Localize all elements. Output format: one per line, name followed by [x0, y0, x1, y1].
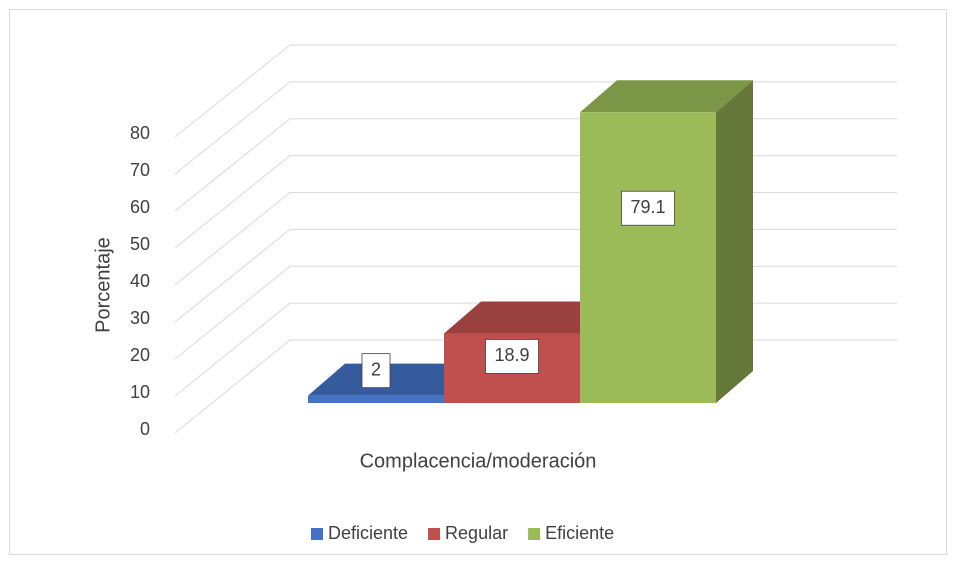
grid-line: [174, 192, 291, 286]
bar-top: [580, 80, 753, 113]
data-label: 79.1: [630, 197, 665, 217]
grid-line: [174, 228, 291, 323]
data-label-box: [485, 339, 539, 374]
legend-swatch: [428, 528, 441, 540]
legend-label: Eficiente: [545, 523, 614, 543]
y-tick-label: 30: [130, 308, 150, 328]
y-axis-title: Porcentaje: [92, 237, 114, 333]
data-label-box: [621, 190, 675, 226]
grid-line: [174, 339, 291, 434]
y-tick-label: 0: [140, 419, 150, 439]
y-tick-label: 70: [130, 160, 150, 180]
bar: [308, 395, 444, 403]
bar-side: [716, 80, 753, 404]
grid-line: [174, 302, 291, 397]
chart-border: [9, 9, 947, 555]
data-label-box: [361, 353, 391, 389]
data-label: 18.9: [494, 345, 529, 365]
bar: [580, 112, 716, 404]
legend-swatch: [528, 528, 541, 540]
y-tick-label: 50: [130, 234, 150, 254]
y-tick-label: 10: [130, 382, 150, 402]
grid-line: [174, 118, 291, 212]
grid-line: [174, 155, 291, 249]
grid-line: [174, 265, 291, 360]
x-axis-title: Complacencia/moderación: [360, 450, 597, 472]
bar-top: [444, 301, 617, 334]
data-label: 2: [371, 359, 381, 379]
grid-line: [174, 81, 291, 175]
y-tick-label: 40: [130, 271, 150, 291]
y-tick-label: 80: [130, 123, 150, 143]
y-tick-label: 60: [130, 197, 150, 217]
legend-label: Regular: [445, 523, 508, 543]
legend-label: Deficiente: [328, 523, 408, 543]
legend-swatch: [311, 528, 323, 540]
bar-top: [308, 363, 481, 396]
grid-line: [174, 44, 291, 138]
y-tick-label: 20: [130, 345, 150, 365]
